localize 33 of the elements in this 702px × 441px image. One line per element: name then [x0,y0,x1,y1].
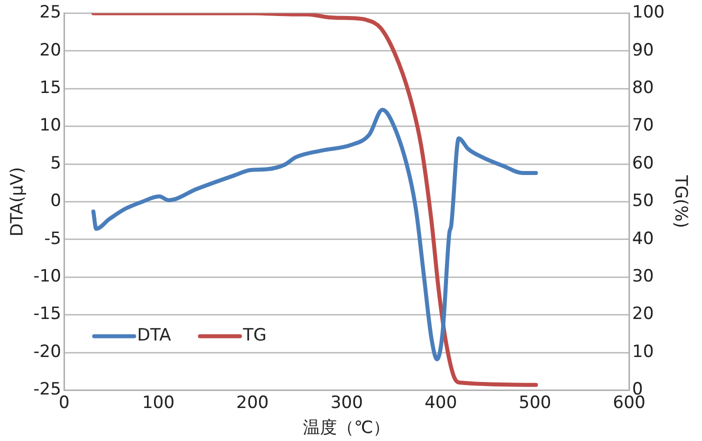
y2-tick-label: 90 [632,40,654,60]
x-tick-label: 400 [424,392,458,413]
x-tick-label: 200 [236,392,269,413]
y-tick-label: 20 [40,40,62,60]
y-tick-label: -10 [33,266,62,287]
y-tick-label: 10 [40,116,62,136]
y2-tick-label: 40 [632,228,654,249]
y-tick-label: -15 [33,304,62,324]
y2-tick-label: 20 [632,304,654,324]
y-tick-label: -5 [44,228,62,249]
y2-tick-label: 70 [632,116,654,136]
y2-tick-label: 50 [632,191,654,212]
y-tick-label: 25 [40,2,62,23]
y-axis-title: DTA(μV) [8,166,28,236]
y-tick-label: 15 [40,78,62,98]
x-axis-title: 温度（℃） [303,418,390,438]
y2-tick-label: 100 [632,2,665,23]
x-tick-label: 500 [518,392,552,413]
line-series [91,13,538,387]
legend-label: DTA [137,326,172,346]
y-tick-label: 5 [50,153,62,174]
y-tick-label: -20 [33,342,62,362]
y2-tick-label: 60 [632,153,654,174]
legend-label: TG [242,326,267,346]
x-tick-label: 300 [330,392,363,413]
y-tick-label: -25 [33,380,62,400]
y2-axis-title: TG(%) [670,174,690,228]
y-tick-label: 0 [50,191,62,212]
x-tick-label: 100 [142,392,175,413]
y2-tick-label: 10 [632,342,654,362]
y2-tick-label: 80 [632,78,654,98]
line-series [91,108,538,362]
y2-tick-label: 30 [632,266,654,287]
